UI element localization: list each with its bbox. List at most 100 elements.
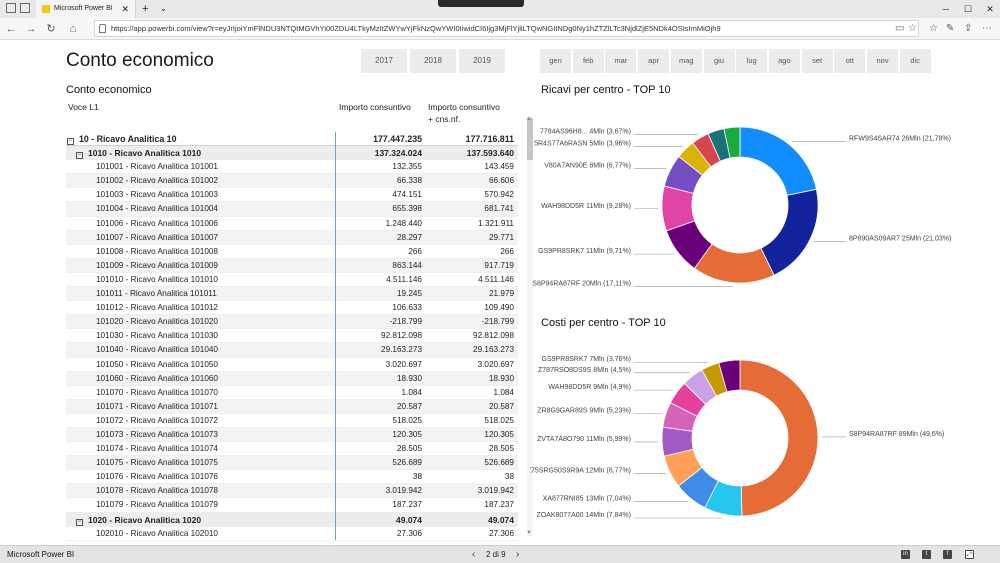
month-slicer-feb[interactable]: feb	[572, 49, 604, 73]
table-row[interactable]: 101050 - Ricavo Analitica 101050 3.020.69…	[66, 357, 518, 372]
table-row[interactable]: 101030 - Ricavo Analitica 101030 92.812.0…	[66, 329, 518, 344]
maximize-icon[interactable]: ☐	[963, 4, 973, 14]
collapse-icon[interactable]: −	[67, 138, 74, 145]
donut-slice[interactable]	[739, 359, 819, 517]
favorites-icon[interactable]: ☆	[929, 23, 938, 34]
table-row[interactable]: 101040 - Ricavo Analitica 101040 29.163.2…	[66, 343, 518, 358]
table-row[interactable]: 101010 - Ricavo Analitica 101010 4.511.14…	[66, 272, 518, 288]
cell-importo-cns: -218.799	[481, 317, 514, 327]
table-row[interactable]: 101003 - Ricavo Analitica 101003 474.151 5…	[66, 188, 518, 203]
table-row[interactable]: 101078 - Ricavo Analitica 101078 3.019.94…	[66, 484, 518, 499]
tab-preview-icon[interactable]	[20, 3, 30, 13]
notes-icon[interactable]: ✎	[946, 23, 955, 34]
month-slicer-ago[interactable]: ago	[768, 49, 800, 73]
more-icon[interactable]: ⋯	[982, 23, 992, 34]
reading-view-icon[interactable]: ▭	[895, 23, 905, 34]
table-row[interactable]: 101002 - Ricavo Analitica 101002 66.338 66…	[66, 174, 518, 189]
table-group-row[interactable]: −1010 - Ricavo Analitica 1010 137.324.024…	[66, 146, 518, 161]
table-row[interactable]: 101011 - Ricavo Analitica 101011 19.245 21…	[66, 287, 518, 302]
donut-slice[interactable]	[739, 126, 817, 196]
window-drag-handle[interactable]	[438, 0, 524, 7]
collapse-icon[interactable]: −	[76, 152, 83, 160]
table-row[interactable]: 101020 - Ricavo Analitica 101020 -218.799…	[66, 315, 518, 330]
table-group-row[interactable]: −10 - Ricavo Analitica 10 177.447.235 177.…	[66, 132, 518, 147]
home-icon[interactable]: ⌂	[69, 23, 77, 35]
column-header-importo[interactable]: Importo consuntivo	[339, 102, 411, 112]
month-slicer-lug[interactable]: lug	[736, 49, 768, 73]
chart-title-costi: Costi per centro - TOP 10	[541, 317, 666, 329]
favorite-star-icon[interactable]: ☆	[908, 23, 917, 34]
minimize-icon[interactable]: ─	[942, 4, 950, 14]
cell-importo-cns: 4.511.146	[478, 274, 514, 284]
table-row[interactable]: 101012 - Ricavo Analitica 101012 106.633 1…	[66, 301, 518, 316]
back-icon[interactable]: ←	[5, 23, 17, 35]
table-row[interactable]: 101072 - Ricavo Analitica 101072 518.025 5…	[66, 413, 518, 428]
share-icon[interactable]: ⇪	[964, 23, 973, 34]
collapse-icon[interactable]: −	[76, 518, 83, 526]
next-page-icon[interactable]: ›	[516, 549, 520, 560]
refresh-icon[interactable]: ↻	[46, 23, 56, 35]
table-row[interactable]: 101060 - Ricavo Analitica 101060 18.930 18…	[66, 371, 518, 386]
forward-icon[interactable]: →	[25, 23, 37, 35]
table-row[interactable]: 101004 - Ricavo Analitica 101004 655.398 6…	[66, 202, 518, 217]
year-slicer-2019[interactable]: 2019	[459, 49, 505, 73]
table-row[interactable]: 101073 - Ricavo Analitica 101073 120.305 1…	[66, 427, 518, 443]
column-header-importo-cns[interactable]: Importo consuntivo + cns.nf.	[428, 101, 500, 125]
close-window-icon[interactable]: ✕	[986, 4, 994, 14]
month-slicer-dic[interactable]: dic	[899, 49, 931, 73]
cell-importo-cns: 1.321.911	[478, 218, 514, 228]
table-row[interactable]: 101009 - Ricavo Analitica 101009 863.144 9…	[66, 258, 518, 273]
month-slicer-ott[interactable]: ott	[834, 49, 866, 73]
row-label-text: 101004 - Ricavo Analitica 101004	[96, 204, 218, 214]
scroll-down-icon[interactable]: ▼	[526, 530, 532, 536]
table-row[interactable]: 101006 - Ricavo Analitica 101006 1.248.44…	[66, 216, 518, 231]
twitter-icon[interactable]: t	[922, 550, 931, 559]
ricavi-donut-chart[interactable]: RFW9S4SAR74 26Mln (21,78%) 8P890AS09AR7 2…	[530, 100, 1000, 310]
year-slicer-2017[interactable]: 2017	[361, 49, 407, 73]
table-scrollbar-thumb[interactable]	[527, 118, 533, 160]
url-field[interactable]: https://app.powerbi.com/view?r=eyJrIjoiY…	[94, 20, 919, 37]
month-slicer-mar[interactable]: mar	[605, 49, 637, 73]
costi-donut-chart[interactable]: S8P94RA87RF 89Mln (49,6%) ZOAK8077A00 14M…	[530, 333, 1000, 543]
month-slicer-giu[interactable]: giu	[703, 49, 735, 73]
row-label: −10 - Ricavo Analitica 10	[67, 132, 176, 146]
month-slicer-nov[interactable]: nov	[867, 49, 898, 73]
close-tab-icon[interactable]: ✕	[121, 4, 129, 14]
row-label: 101003 - Ricavo Analitica 101003	[96, 188, 218, 202]
url-text[interactable]: https://app.powerbi.com/view?r=eyJrIjoiY…	[111, 24, 721, 33]
row-label: 101020 - Ricavo Analitica 101020	[96, 315, 218, 329]
table-row[interactable]: 101071 - Ricavo Analitica 101071 20.587 20…	[66, 399, 518, 414]
linkedin-icon[interactable]: in	[901, 550, 910, 559]
table-row[interactable]: 101079 - Ricavo Analitica 101079 187.237 1…	[66, 498, 518, 513]
tab-list-chevron-icon[interactable]: ⌄	[160, 4, 167, 13]
column-header-voce[interactable]: Voce L1	[68, 102, 99, 112]
row-label: 101001 - Ricavo Analitica 101001	[96, 160, 218, 174]
table-row[interactable]: 101074 - Ricavo Analitica 101074 28.505 28…	[66, 442, 518, 457]
fullscreen-icon[interactable]: ⤢	[965, 550, 974, 559]
month-slicer-apr[interactable]: apr	[638, 49, 670, 73]
month-slicer-gen[interactable]: gen	[540, 49, 571, 73]
table-row[interactable]: 101076 - Ricavo Analitica 101076 38 38	[66, 470, 518, 485]
table-row[interactable]: 101007 - Ricavo Analitica 101007 28.297 29…	[66, 230, 518, 245]
tab-actions-icon[interactable]	[6, 3, 16, 13]
browser-tab[interactable]: Microsoft Power BI ✕	[36, 0, 136, 18]
table-row[interactable]: 101075 - Ricavo Analitica 101075 526.689 5…	[66, 456, 518, 471]
facebook-icon[interactable]: f	[943, 550, 952, 559]
table-group-row[interactable]: −1020 - Ricavo Analitica 1020 49.074 49.07…	[66, 512, 518, 527]
month-slicer-set[interactable]: set	[801, 49, 833, 73]
month-slicer-mag[interactable]: mag	[670, 49, 702, 73]
table-row[interactable]: 101008 - Ricavo Analitica 101008 266 266	[66, 244, 518, 259]
row-label-text: 101010 - Ricavo Analitica 101010	[96, 274, 218, 284]
table-row[interactable]: 101001 - Ricavo Analitica 101001 132.355 1…	[66, 160, 518, 175]
year-slicer-2018[interactable]: 2018	[410, 49, 456, 73]
table-row[interactable]: 102010 - Ricavo Analitica 102010 27.306 27…	[66, 526, 518, 541]
previous-page-icon[interactable]: ‹	[472, 549, 476, 560]
scroll-up-icon[interactable]: ▲	[526, 116, 532, 122]
donut-slice[interactable]	[760, 188, 819, 276]
table-row[interactable]: 101070 - Ricavo Analitica 101070 1.084 1.0…	[66, 385, 518, 400]
table-scrollbar[interactable]	[527, 116, 533, 536]
footer-app-name[interactable]: Microsoft Power BI	[7, 550, 75, 559]
donut-slice[interactable]	[723, 126, 741, 159]
donut-slice[interactable]	[718, 359, 741, 393]
new-tab-icon[interactable]: +	[142, 3, 149, 15]
